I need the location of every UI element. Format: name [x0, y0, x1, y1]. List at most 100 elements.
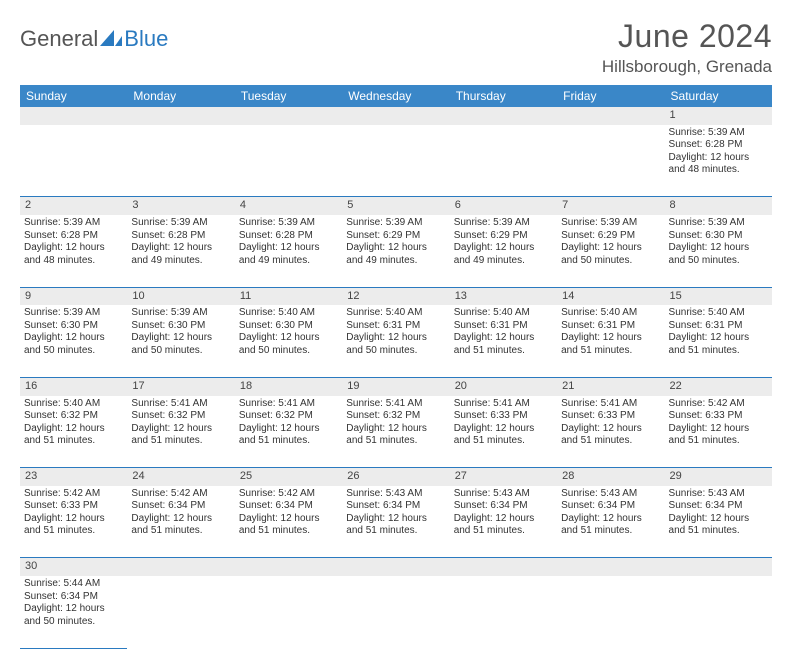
daylight-line: Daylight: 12 hours and 50 minutes. [346, 332, 445, 357]
day-cell: Sunrise: 5:43 AMSunset: 6:34 PMDaylight:… [450, 486, 557, 558]
daylight-line: Daylight: 12 hours and 50 minutes. [239, 332, 338, 357]
sunset-line: Sunset: 6:32 PM [131, 410, 230, 423]
daynum-row: 30 [20, 558, 772, 576]
day-number-cell: 25 [235, 468, 342, 486]
sunset-line: Sunset: 6:31 PM [561, 320, 660, 333]
day-number-cell: 5 [342, 197, 449, 215]
day-number-cell: 14 [557, 287, 664, 305]
day-cell: Sunrise: 5:39 AMSunset: 6:30 PMDaylight:… [665, 215, 772, 287]
day-number-cell: 22 [665, 377, 772, 395]
sunset-line: Sunset: 6:34 PM [561, 500, 660, 513]
sunrise-line: Sunrise: 5:40 AM [24, 398, 123, 411]
sunrise-line: Sunrise: 5:42 AM [239, 488, 338, 501]
day-cell: Sunrise: 5:42 AMSunset: 6:34 PMDaylight:… [235, 486, 342, 558]
day-cell: Sunrise: 5:39 AMSunset: 6:28 PMDaylight:… [235, 215, 342, 287]
day-cell [450, 576, 557, 648]
day-number-cell: 2 [20, 197, 127, 215]
daylight-line: Daylight: 12 hours and 49 minutes. [454, 242, 553, 267]
week-row: Sunrise: 5:40 AM Sunset: 6:32 PM Daylight:… [20, 396, 772, 468]
daylight-line: Daylight: 12 hours and 51 minutes. [561, 513, 660, 538]
sail-icon [100, 30, 122, 48]
daylight-line: Daylight: 12 hours and 51 minutes. [669, 423, 768, 448]
week-row: Sunrise: 5:42 AMSunset: 6:33 PMDaylight:… [20, 486, 772, 558]
day-cell: Sunrise: 5:41 AMSunset: 6:32 PMDaylight:… [342, 396, 449, 468]
day-number-cell: 21 [557, 377, 664, 395]
sunrise-line: Sunrise: 5:39 AM [454, 217, 553, 230]
sunset-line: Sunset: 6:28 PM [24, 230, 123, 243]
sunset-line: Sunset: 6:34 PM [239, 500, 338, 513]
day-number-cell [557, 107, 664, 125]
sunset-line: Sunset: 6:28 PM [131, 230, 230, 243]
sunrise-line: Sunrise: 5:40 AM [454, 307, 553, 320]
day-number-cell: 28 [557, 468, 664, 486]
daylight-line: Daylight: 12 hours and 50 minutes. [561, 242, 660, 267]
day-cell: Sunrise: 5:41 AMSunset: 6:32 PMDaylight:… [235, 396, 342, 468]
location: Hillsborough, Grenada [602, 57, 772, 77]
daylight-line: Daylight: 12 hours and 51 minutes. [239, 423, 338, 448]
sunrise-line: Sunrise: 5:44 AM [24, 578, 123, 591]
weekday-header: Monday [127, 85, 234, 107]
daylight-line: Daylight: 12 hours and 50 minutes. [24, 332, 123, 357]
sunrise-line: Sunrise: 5:41 AM [561, 398, 660, 411]
daylight-line: Daylight: 12 hours and 51 minutes. [346, 423, 445, 448]
sunset-line: Sunset: 6:30 PM [24, 320, 123, 333]
daylight-line: Daylight: 12 hours and 51 minutes. [239, 513, 338, 538]
sunset-line: Sunset: 6:29 PM [346, 230, 445, 243]
daylight-line: Daylight: 12 hours and 51 minutes. [669, 513, 768, 538]
daylight-line: Daylight: 12 hours and 51 minutes. [669, 332, 768, 357]
sunset-line: Sunset: 6:34 PM [454, 500, 553, 513]
day-cell: Sunrise: 5:39 AMSunset: 6:28 PMDaylight:… [20, 215, 127, 287]
daylight-line: Daylight: 12 hours and 51 minutes. [454, 423, 553, 448]
day-cell: Sunrise: 5:43 AMSunset: 6:34 PMDaylight:… [665, 486, 772, 558]
day-cell: Sunrise: 5:40 AMSunset: 6:31 PMDaylight:… [665, 305, 772, 377]
day-cell [20, 125, 127, 197]
day-cell [127, 125, 234, 197]
sunset-line: Sunset: 6:31 PM [669, 320, 768, 333]
daylight-line: Daylight: 12 hours and 51 minutes. [131, 513, 230, 538]
sunrise-line: Sunrise: 5:39 AM [24, 217, 123, 230]
daylight-line: Daylight: 12 hours and 51 minutes. [454, 332, 553, 357]
day-cell: Sunrise: 5:39 AMSunset: 6:29 PMDaylight:… [557, 215, 664, 287]
sunrise-line: Sunrise: 5:39 AM [131, 217, 230, 230]
day-cell: Sunrise: 5:42 AMSunset: 6:34 PMDaylight:… [127, 486, 234, 558]
sunrise-line: Sunrise: 5:39 AM [561, 217, 660, 230]
daylight-line: Daylight: 12 hours and 51 minutes. [24, 513, 123, 538]
sunrise-line: Sunrise: 5:41 AM [454, 398, 553, 411]
week-row: Sunrise: 5:44 AMSunset: 6:34 PMDaylight:… [20, 576, 772, 648]
sunset-line: Sunset: 6:30 PM [669, 230, 768, 243]
day-cell: Sunrise: 5:39 AMSunset: 6:28 PMDaylight:… [665, 125, 772, 197]
day-number-cell: 16 [20, 377, 127, 395]
daylight-line: Daylight: 12 hours and 51 minutes. [561, 332, 660, 357]
sunset-line: Sunset: 6:30 PM [131, 320, 230, 333]
day-cell: Sunrise: 5:40 AMSunset: 6:31 PMDaylight:… [557, 305, 664, 377]
day-number-cell [342, 558, 449, 576]
brand-logo: General Blue [20, 18, 168, 52]
sunrise-line: Sunrise: 5:39 AM [669, 217, 768, 230]
sunrise-line: Sunrise: 5:39 AM [131, 307, 230, 320]
sunset-line: Sunset: 6:33 PM [454, 410, 553, 423]
day-number-cell: 8 [665, 197, 772, 215]
daylight-line: Daylight: 12 hours and 50 minutes. [24, 603, 123, 628]
day-cell [235, 125, 342, 197]
day-number-cell [235, 107, 342, 125]
sunset-line: Sunset: 6:29 PM [561, 230, 660, 243]
day-number-cell: 15 [665, 287, 772, 305]
day-number-cell [450, 558, 557, 576]
day-number-cell [20, 107, 127, 125]
day-cell [450, 125, 557, 197]
day-number-cell: 4 [235, 197, 342, 215]
day-number-cell: 7 [557, 197, 664, 215]
daylight-line: Daylight: 12 hours and 49 minutes. [239, 242, 338, 267]
sunrise-line: Sunrise: 5:41 AM [239, 398, 338, 411]
sunrise-line: Sunrise: 5:41 AM [131, 398, 230, 411]
sunrise-line: Sunrise: 5:43 AM [561, 488, 660, 501]
day-cell: Sunrise: 5:41 AMSunset: 6:32 PMDaylight:… [127, 396, 234, 468]
day-number-cell [235, 558, 342, 576]
day-number-cell: 18 [235, 377, 342, 395]
day-number-cell: 19 [342, 377, 449, 395]
day-number-cell: 20 [450, 377, 557, 395]
daynum-row: 16171819202122 [20, 377, 772, 395]
sunrise-line: Sunrise: 5:42 AM [131, 488, 230, 501]
day-number-cell: 3 [127, 197, 234, 215]
sunset-line: Sunset: 6:33 PM [24, 500, 123, 513]
